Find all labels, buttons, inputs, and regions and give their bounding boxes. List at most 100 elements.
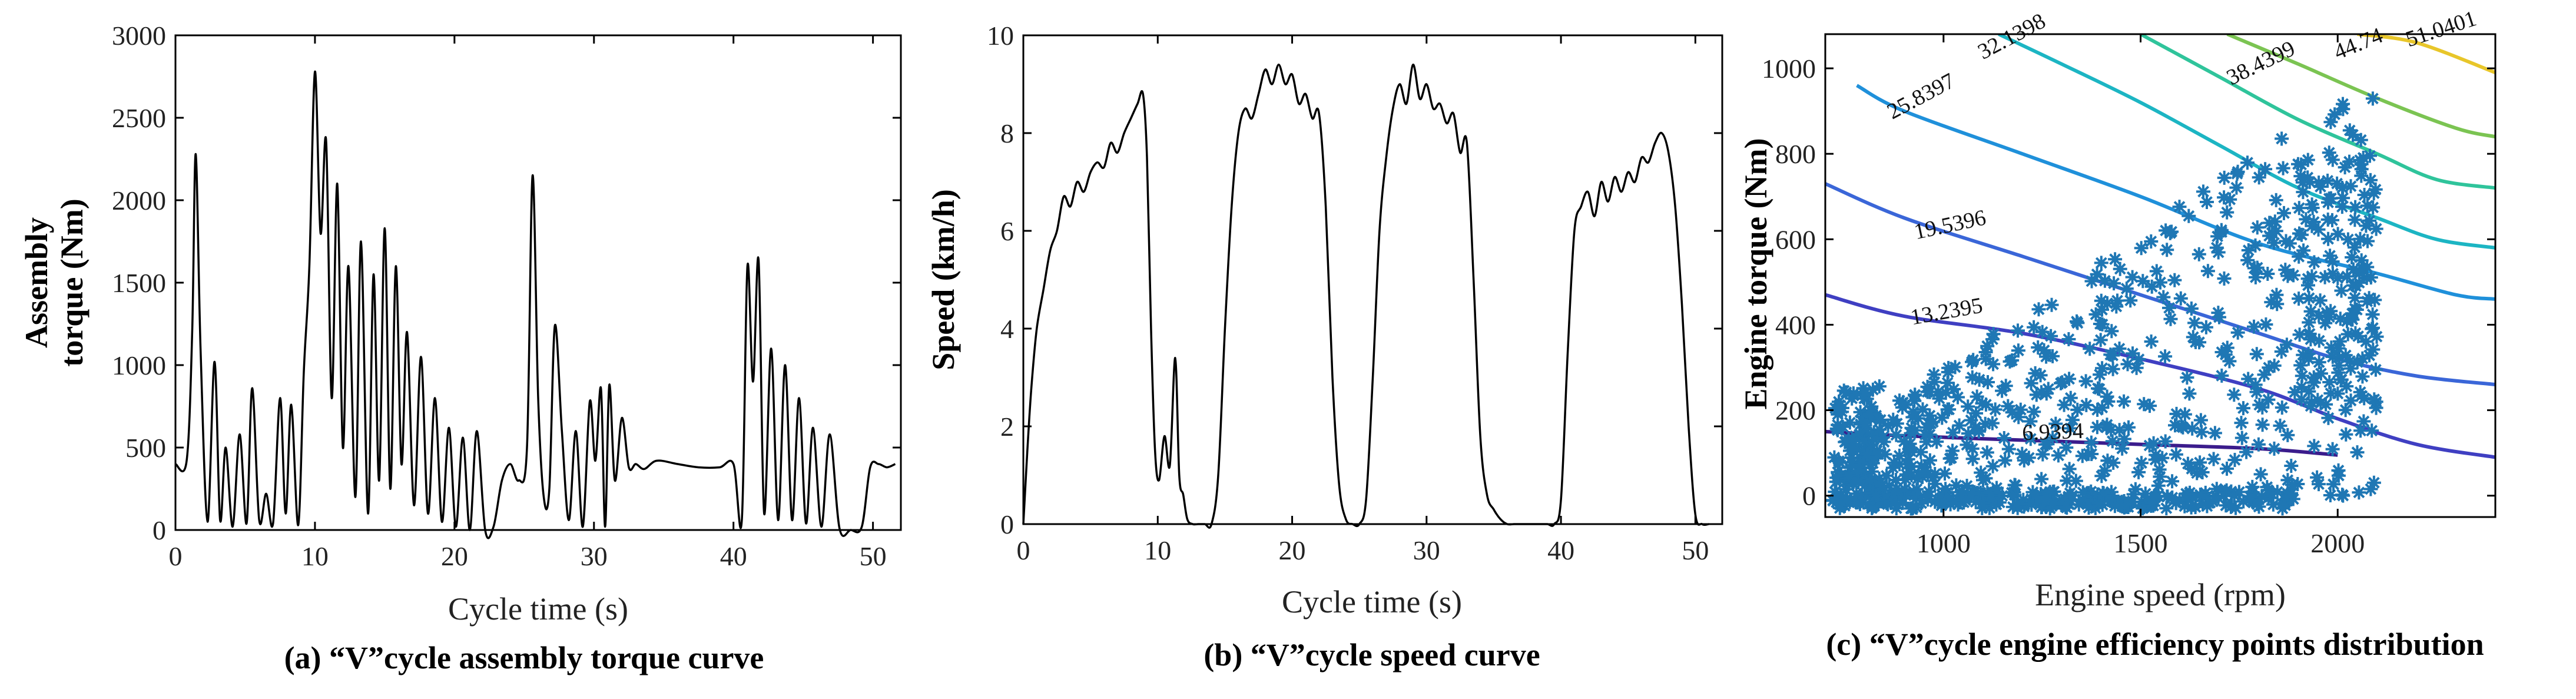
scatter-point: [2338, 348, 2353, 363]
scatter-point: [2229, 180, 2244, 195]
scatter-point: [2193, 455, 2207, 470]
scatter-point: [2024, 376, 2038, 390]
scatter-point: [2005, 405, 2020, 420]
scatter-point: [2362, 291, 2376, 306]
scatter-point: [2180, 370, 2194, 385]
x-tick-label: 1000: [1917, 528, 1971, 558]
scatter-point: [2339, 379, 2354, 393]
scatter-point: [1922, 484, 1937, 499]
scatter-point: [2209, 482, 2224, 496]
scatter-point: [2267, 358, 2282, 373]
scatter-point: [2286, 268, 2301, 283]
scatter-point: [2323, 304, 2338, 319]
scatter-point: [1842, 468, 1856, 483]
scatter-point: [1975, 496, 1990, 511]
scatter-point: [2185, 421, 2200, 436]
scatter-point: [2023, 414, 2038, 429]
scatter-point: [2117, 432, 2131, 446]
scatter-point: [2182, 386, 2197, 401]
scatter-point: [2034, 385, 2048, 400]
scatter-point: [2255, 489, 2269, 504]
scatter-point: [1929, 435, 1944, 449]
scatter-point: [2108, 252, 2123, 267]
scatter-point: [2094, 469, 2109, 483]
scatter-point: [2312, 355, 2326, 370]
scatter-point: [2302, 291, 2316, 306]
scatter-point: [2275, 501, 2290, 516]
x-tick-label: 1500: [2114, 528, 2168, 558]
scatter-point: [2312, 333, 2326, 348]
scatter-point: [2335, 200, 2349, 214]
scatter-point: [2167, 273, 2182, 287]
scatter-point: [2207, 426, 2222, 440]
scatter-point: [1852, 460, 1867, 475]
scatter-point: [1986, 357, 2001, 372]
scatter-point: [2313, 366, 2328, 381]
scatter-point: [1881, 418, 1895, 433]
scatter-point: [2040, 437, 2055, 452]
scatter-point: [2292, 249, 2306, 264]
scatter-point: [1960, 479, 1974, 493]
scatter-point: [2027, 320, 2041, 334]
scatter-point: [2013, 402, 2028, 417]
scatter-point: [2016, 492, 2031, 507]
scatter-point: [2146, 436, 2161, 450]
scatter-point: [2007, 488, 2022, 502]
scatter-point: [1879, 468, 1894, 483]
scatter-point: [2348, 240, 2362, 255]
scatter-point: [2287, 385, 2302, 399]
scatter-point: [1826, 493, 1841, 508]
scatter-point: [1872, 422, 1887, 437]
scatter-point: [2360, 260, 2375, 274]
scatter-point: [2325, 254, 2340, 269]
x-tick-label: 10: [1144, 535, 1171, 565]
scatter-point: [2326, 266, 2340, 281]
scatter-point: [2194, 425, 2209, 439]
scatter-point: [2227, 488, 2242, 503]
scatter-point: [2218, 347, 2233, 362]
scatter-point: [1972, 372, 1987, 387]
scatter-point: [1998, 453, 2013, 468]
scatter-point: [1859, 425, 1874, 439]
scatter-point: [2331, 468, 2346, 483]
scatter-point: [2101, 394, 2116, 409]
scatter-point: [2010, 497, 2024, 512]
scatter-point: [2094, 293, 2108, 308]
scatter-point: [1866, 425, 1881, 440]
scatter-point: [1938, 482, 1953, 496]
scatter-point: [2144, 496, 2159, 511]
scatter-point: [2035, 447, 2050, 462]
y-tick-label: 500: [125, 433, 166, 463]
scatter-point: [2045, 430, 2060, 445]
scatter-point: [2211, 306, 2226, 320]
scatter-point: [2284, 486, 2299, 501]
scatter-point: [1955, 483, 1969, 498]
scatter-point: [2159, 223, 2173, 238]
scatter-point: [2299, 212, 2313, 227]
scatter-point: [2029, 387, 2044, 402]
scatter-point: [2312, 175, 2326, 190]
contour-label: 38.4399: [2223, 36, 2299, 90]
scatter-point: [2305, 197, 2319, 212]
scatter-point: [1990, 481, 2004, 495]
scatter-point: [1832, 397, 1847, 412]
scatter-point: [2276, 161, 2290, 175]
scatter-point: [2311, 222, 2326, 237]
scatter-point: [2275, 400, 2289, 415]
scatter-point: [1926, 470, 1941, 485]
scatter-point: [2079, 397, 2094, 412]
scatter-point: [2095, 302, 2109, 317]
scatter-point: [2123, 293, 2138, 308]
scatter-point: [2352, 485, 2366, 500]
scatter-point: [2136, 501, 2150, 516]
scatter-point: [2093, 333, 2108, 347]
scatter-point: [2362, 213, 2377, 228]
scatter-point: [2369, 221, 2383, 236]
y-tick-label: 0: [1000, 509, 1014, 539]
scatter-point: [2366, 200, 2381, 215]
scatter-point: [2345, 306, 2359, 321]
scatter-point: [1892, 457, 1907, 472]
scatter-point: [1984, 488, 1998, 503]
scatter-point: [2247, 261, 2262, 276]
